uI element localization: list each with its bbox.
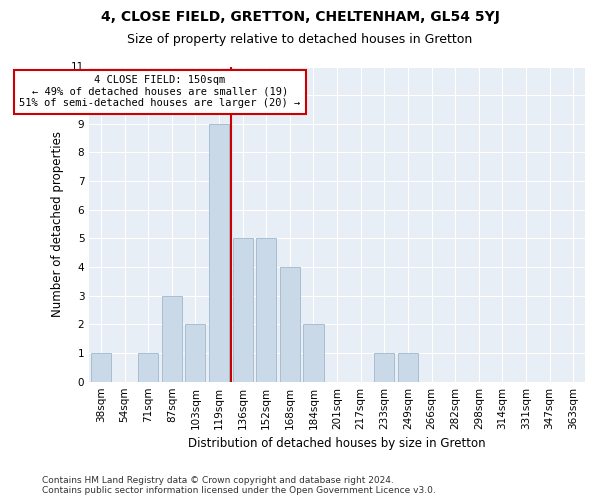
- Text: 4, CLOSE FIELD, GRETTON, CHELTENHAM, GL54 5YJ: 4, CLOSE FIELD, GRETTON, CHELTENHAM, GL5…: [101, 10, 499, 24]
- Text: Size of property relative to detached houses in Gretton: Size of property relative to detached ho…: [127, 32, 473, 46]
- Text: Contains HM Land Registry data © Crown copyright and database right 2024.
Contai: Contains HM Land Registry data © Crown c…: [42, 476, 436, 495]
- Bar: [374, 353, 394, 382]
- Bar: [280, 267, 300, 382]
- Y-axis label: Number of detached properties: Number of detached properties: [51, 131, 64, 317]
- Bar: [138, 353, 158, 382]
- Bar: [209, 124, 229, 382]
- X-axis label: Distribution of detached houses by size in Gretton: Distribution of detached houses by size …: [188, 437, 486, 450]
- Bar: [233, 238, 253, 382]
- Bar: [398, 353, 418, 382]
- Bar: [256, 238, 277, 382]
- Bar: [162, 296, 182, 382]
- Text: 4 CLOSE FIELD: 150sqm
← 49% of detached houses are smaller (19)
51% of semi-deta: 4 CLOSE FIELD: 150sqm ← 49% of detached …: [19, 75, 301, 108]
- Bar: [91, 353, 111, 382]
- Bar: [185, 324, 205, 382]
- Bar: [304, 324, 323, 382]
